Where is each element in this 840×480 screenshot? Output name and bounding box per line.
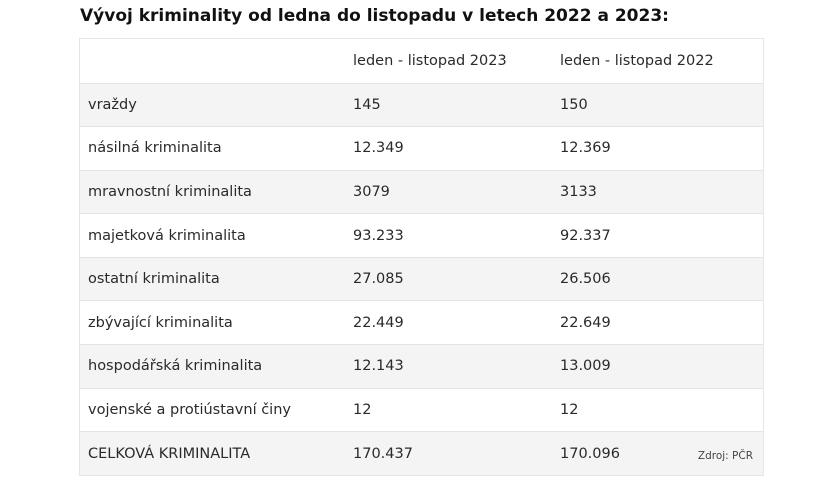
table-row: mravnostní kriminalita 3079 3133 [80,170,763,215]
header-2022: leden - listopad 2022 [552,39,763,84]
source-credit: Zdroj: PČR [697,449,753,462]
crime-statistics-table: leden - listopad 2023 leden - listopad 2… [79,38,764,477]
value-2022: 13.009 [552,344,763,389]
table-row: hospodářská kriminalita 12.143 13.009 [80,344,763,389]
value-2022: 22.649 [552,300,763,346]
value-2023: 12.349 [345,126,552,171]
value-2022-cell: 170.096 Zdroj: PČR [552,431,763,476]
value-2022: 12.369 [552,126,763,171]
value-2022: 150 [552,83,763,128]
table-row: vojenské a protiústavní činy 12 12 [80,388,763,433]
header-2023: leden - listopad 2023 [345,39,552,84]
table-row: majetková kriminalita 93.233 92.337 [80,213,763,258]
table-row: ostatní kriminalita 27.085 26.506 [80,257,763,302]
row-label: CELKOVÁ KRIMINALITA [80,431,345,476]
value-2023: 12.143 [345,344,552,389]
value-2023: 22.449 [345,300,552,346]
row-label: ostatní kriminalita [80,257,345,302]
value-2022: 170.096 [560,445,620,462]
value-2022: 26.506 [552,257,763,302]
row-label: mravnostní kriminalita [80,170,345,215]
table-row: vraždy 145 150 [80,83,763,128]
value-2022: 12 [552,388,763,433]
table-row: násilná kriminalita 12.349 12.369 [80,126,763,171]
table-header-row: leden - listopad 2023 leden - listopad 2… [80,39,763,84]
value-2023: 170.437 [345,431,552,476]
value-2023: 3079 [345,170,552,215]
value-2023: 93.233 [345,213,552,258]
table-row: zbývající kriminalita 22.449 22.649 [80,300,763,346]
value-2023: 145 [345,83,552,128]
value-2022: 92.337 [552,213,763,258]
row-label: majetková kriminalita [80,213,345,258]
table-row-total: CELKOVÁ KRIMINALITA 170.437 170.096 Zdro… [80,431,763,476]
table-title: Vývoj kriminality od ledna do listopadu … [80,6,669,26]
value-2023: 12 [345,388,552,433]
value-2022: 3133 [552,170,763,215]
row-label: násilná kriminalita [80,126,345,171]
row-label: zbývající kriminalita [80,300,345,346]
header-category [80,39,345,84]
row-label: vojenské a protiústavní činy [80,388,345,433]
value-2023: 27.085 [345,257,552,302]
row-label: hospodářská kriminalita [80,344,345,389]
row-label: vraždy [80,83,345,128]
